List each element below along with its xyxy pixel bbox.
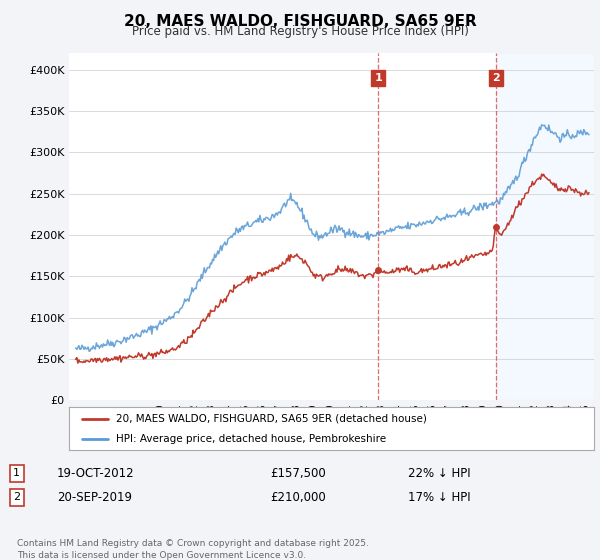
Text: 20, MAES WALDO, FISHGUARD, SA65 9ER: 20, MAES WALDO, FISHGUARD, SA65 9ER [124,14,476,29]
Text: 22% ↓ HPI: 22% ↓ HPI [408,466,470,480]
Text: 2: 2 [492,73,500,83]
Text: 20, MAES WALDO, FISHGUARD, SA65 9ER (detached house): 20, MAES WALDO, FISHGUARD, SA65 9ER (det… [116,414,427,424]
Text: 2: 2 [13,492,20,502]
Text: HPI: Average price, detached house, Pembrokeshire: HPI: Average price, detached house, Pemb… [116,435,386,444]
Text: 17% ↓ HPI: 17% ↓ HPI [408,491,470,504]
Bar [496,53,594,400]
Text: 20-SEP-2019: 20-SEP-2019 [57,491,132,504]
Text: £210,000: £210,000 [270,491,326,504]
Text: Price paid vs. HM Land Registry's House Price Index (HPI): Price paid vs. HM Land Registry's House … [131,25,469,38]
Text: 1: 1 [374,73,382,83]
Text: £157,500: £157,500 [270,466,326,480]
Text: 1: 1 [13,468,20,478]
Text: Contains HM Land Registry data © Crown copyright and database right 2025.
This d: Contains HM Land Registry data © Crown c… [17,539,368,559]
Text: 19-OCT-2012: 19-OCT-2012 [57,466,134,480]
